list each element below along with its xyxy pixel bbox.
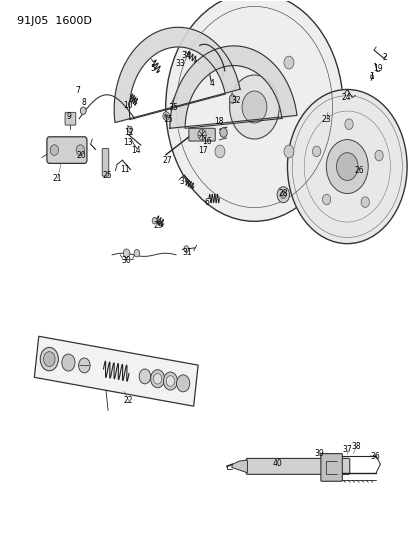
Circle shape (162, 112, 169, 120)
Circle shape (229, 75, 279, 139)
Circle shape (370, 75, 373, 79)
Circle shape (214, 145, 224, 158)
Text: 8: 8 (81, 98, 86, 107)
Text: 10: 10 (123, 101, 132, 110)
Text: 23: 23 (321, 115, 331, 124)
FancyBboxPatch shape (47, 137, 87, 164)
Text: 1: 1 (369, 71, 373, 80)
Text: 32: 32 (230, 96, 240, 105)
Text: 11: 11 (120, 165, 130, 174)
Circle shape (325, 140, 367, 193)
Text: 15: 15 (163, 115, 172, 124)
Circle shape (183, 246, 188, 252)
Text: 24: 24 (341, 93, 350, 102)
Circle shape (76, 145, 84, 156)
Text: 36: 36 (370, 453, 379, 462)
FancyBboxPatch shape (65, 112, 76, 125)
Text: 3: 3 (179, 177, 184, 186)
Text: 7: 7 (76, 85, 81, 94)
Text: 13: 13 (123, 138, 132, 147)
Text: 34: 34 (181, 51, 191, 60)
Circle shape (163, 372, 177, 390)
Circle shape (344, 119, 352, 130)
Text: 39: 39 (313, 449, 323, 458)
Circle shape (280, 191, 285, 198)
Circle shape (78, 358, 90, 373)
Text: 14: 14 (131, 146, 140, 155)
FancyBboxPatch shape (320, 454, 342, 481)
Polygon shape (114, 27, 240, 123)
FancyBboxPatch shape (246, 458, 349, 474)
Circle shape (165, 0, 342, 221)
Circle shape (164, 114, 167, 118)
Text: 27: 27 (163, 156, 172, 165)
Text: 6: 6 (204, 198, 209, 207)
Text: 9: 9 (66, 112, 71, 121)
Circle shape (374, 150, 382, 161)
Polygon shape (34, 336, 198, 406)
Text: 25: 25 (102, 171, 112, 180)
Circle shape (214, 56, 224, 69)
Circle shape (62, 354, 75, 371)
Circle shape (229, 95, 235, 103)
Text: 40: 40 (273, 459, 282, 467)
Text: 18: 18 (214, 117, 223, 126)
Text: 38: 38 (351, 442, 360, 451)
Circle shape (50, 145, 58, 156)
Text: 22: 22 (123, 396, 133, 405)
Circle shape (312, 146, 320, 157)
Circle shape (127, 126, 132, 133)
Circle shape (80, 107, 86, 115)
Circle shape (153, 374, 161, 384)
FancyBboxPatch shape (188, 128, 215, 141)
Circle shape (176, 375, 189, 392)
Text: 31: 31 (183, 248, 192, 257)
Text: 5: 5 (150, 64, 154, 72)
Circle shape (43, 352, 55, 367)
Circle shape (166, 376, 174, 386)
Text: 2: 2 (382, 53, 387, 62)
Text: 16: 16 (202, 137, 211, 146)
Circle shape (152, 217, 157, 224)
Text: 20: 20 (76, 151, 86, 160)
Text: 91J05  1600D: 91J05 1600D (17, 15, 92, 26)
Text: 28: 28 (278, 189, 287, 198)
Polygon shape (169, 46, 296, 128)
Text: 17: 17 (197, 146, 207, 155)
Circle shape (322, 194, 330, 205)
Polygon shape (231, 460, 247, 473)
Text: 26: 26 (354, 166, 363, 175)
Text: 29: 29 (154, 221, 163, 230)
Circle shape (336, 152, 357, 181)
Text: 30: 30 (121, 256, 131, 264)
Text: 33: 33 (175, 59, 185, 68)
Text: 21: 21 (53, 174, 62, 183)
Text: 19: 19 (373, 64, 382, 72)
Circle shape (283, 56, 293, 69)
Text: 12: 12 (123, 128, 133, 137)
Circle shape (242, 91, 266, 123)
Circle shape (139, 369, 150, 384)
Text: 37: 37 (342, 446, 351, 455)
Circle shape (276, 187, 289, 203)
Text: 35: 35 (168, 102, 178, 111)
Circle shape (123, 249, 130, 257)
Circle shape (134, 249, 140, 257)
Text: 4: 4 (209, 78, 214, 87)
Circle shape (40, 348, 58, 371)
FancyBboxPatch shape (102, 149, 109, 176)
Circle shape (219, 128, 227, 138)
Circle shape (150, 370, 164, 388)
Circle shape (283, 145, 293, 158)
Circle shape (360, 197, 368, 207)
Circle shape (287, 90, 406, 244)
